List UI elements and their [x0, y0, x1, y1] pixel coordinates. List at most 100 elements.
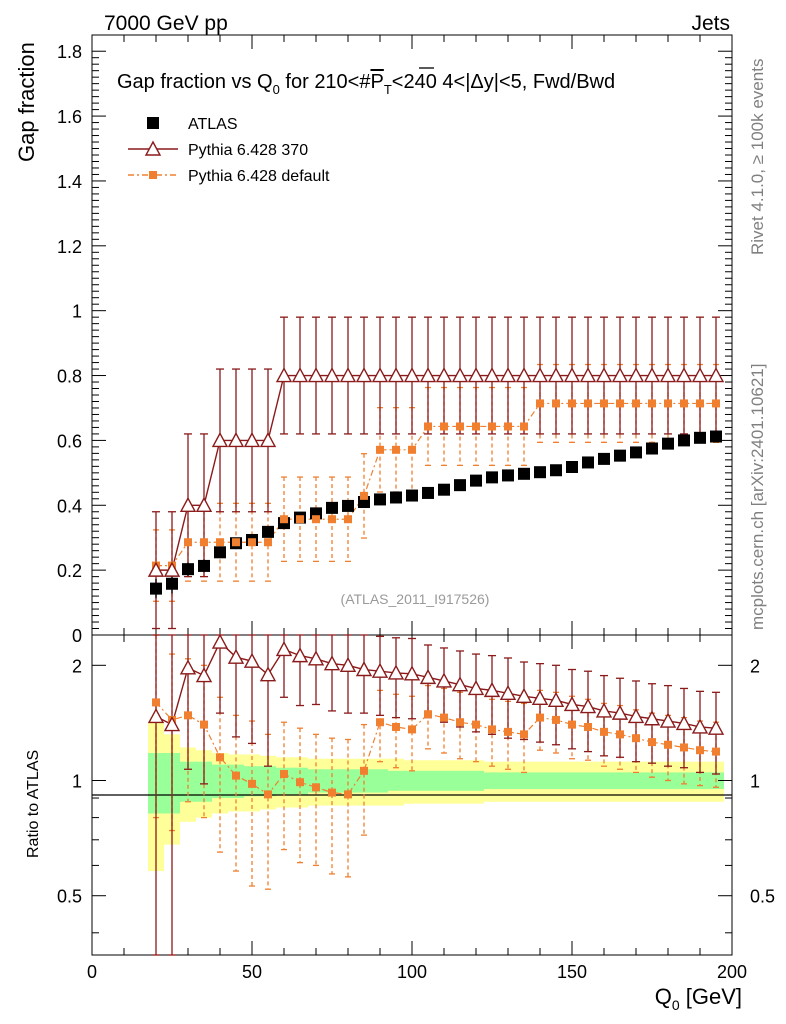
pythia-default-point	[632, 399, 640, 408]
ratio-band-inner	[628, 772, 644, 790]
ratio-pythia-default-point	[424, 710, 432, 719]
pythia-default-point	[584, 399, 592, 408]
ratio-pythia-default-point	[376, 718, 384, 727]
ratio-pythia370-point	[371, 662, 389, 678]
ratio-pythia370-point	[547, 691, 565, 708]
ratio-pythia370-point	[195, 667, 213, 683]
pythia-default-point	[600, 399, 608, 408]
ratio-band-inner	[340, 769, 356, 793]
pythia370-point	[483, 367, 501, 383]
pythia370-point	[275, 367, 293, 383]
atlas-point	[662, 437, 674, 450]
atlas-point	[518, 467, 530, 480]
y-tick-label: 0.6	[57, 431, 82, 451]
ratio-band-inner	[452, 770, 468, 791]
x-tick-label: 150	[557, 962, 587, 982]
pythia370-point	[611, 367, 629, 383]
ratio-pythia370-point	[563, 696, 581, 712]
plot-title: Gap fraction vs Q0 for 210<#PT<240 4<|Δy…	[117, 71, 615, 97]
atlas-point	[630, 446, 642, 459]
ratio-pythia-default-point	[712, 747, 720, 756]
axis-ticks	[91, 35, 733, 955]
ratio-pythia370-point	[147, 708, 165, 724]
ratio-pythia370-point	[179, 659, 197, 675]
ratio-pythia370-point	[611, 704, 629, 720]
pythia-default-point	[184, 538, 192, 547]
ratio-pythia370-point	[499, 684, 517, 700]
ratio-tick-label: 2	[72, 656, 82, 676]
ratio-band-inner	[500, 772, 516, 790]
x-tick-label: 50	[242, 962, 262, 982]
ratio-pythia-default-point	[184, 711, 192, 720]
pythia-default-point	[392, 445, 400, 454]
legend-label-atlas: ATLAS	[188, 116, 238, 133]
atlas-point	[422, 486, 434, 499]
pythia-default-point	[536, 399, 544, 408]
atlas-point	[598, 452, 610, 465]
ratio-pythia370-point	[419, 668, 437, 685]
ratio-band-inner	[516, 772, 532, 790]
pythia370-point	[291, 367, 309, 383]
pythia370-point	[163, 561, 181, 577]
atlas-point	[566, 461, 578, 473]
ratio-pythia370-point	[691, 718, 709, 734]
x-axis-label: Q0 [GeV]	[655, 984, 742, 1013]
legend-marker-pythia-default	[149, 171, 157, 179]
ratio-pythia-default-point	[648, 738, 656, 747]
atlas-point	[262, 525, 274, 538]
x-tick-label: 100	[397, 962, 427, 982]
ratio-pythia370-point	[243, 652, 261, 668]
pythia370-point	[675, 367, 693, 383]
pythia-default-point	[616, 399, 624, 408]
ratio-pythia370-point	[227, 648, 245, 664]
ratio-pythia370-point	[163, 716, 181, 732]
x-tick-label: 200	[717, 962, 747, 982]
process-label: 7000 GeV pp	[104, 12, 228, 35]
pythia-default-point	[440, 422, 448, 431]
y-axis-label: Gap fraction	[14, 42, 39, 162]
ratio-pythia-default-point	[248, 779, 256, 788]
ratio-band-inner	[420, 770, 436, 791]
ratio-pythia370-point	[403, 665, 421, 681]
ratio-y-axis-label: Ratio to ATLAS	[25, 750, 42, 858]
ratio-pythia-default-point	[440, 713, 448, 722]
ratio-tick-label-right: 0.5	[750, 887, 775, 907]
legend: ATLAS Pythia 6.428 370 Pythia 6.428 defa…	[128, 116, 330, 185]
ratio-pythia-default-point	[344, 790, 352, 799]
ratio-pythia370-point	[579, 698, 597, 714]
ratio-pythia370-point	[675, 714, 693, 731]
ratio-pythia370-point	[467, 679, 485, 696]
observable-label: Jets	[691, 12, 730, 35]
atlas-point	[438, 483, 450, 496]
pythia370-point	[579, 367, 597, 383]
atlas-point	[502, 469, 514, 482]
ratio-band-inner	[580, 772, 596, 790]
atlas-point	[614, 449, 626, 462]
atlas-point	[374, 493, 386, 506]
pythia-default-point	[504, 422, 512, 431]
ratio-pythia-default-point	[664, 740, 672, 749]
pythia370-point	[179, 496, 197, 512]
ratio-pythia-default-point	[360, 766, 368, 775]
pythia-default-point	[408, 445, 416, 454]
pythia-default-point	[248, 538, 256, 547]
ratio-pythia370-point	[387, 664, 405, 680]
pythia370-point	[243, 431, 261, 448]
atlas-point	[694, 431, 706, 444]
legend-marker-atlas	[147, 117, 159, 129]
ratio-tick-label: 1	[72, 772, 82, 792]
pythia370-point	[259, 431, 277, 448]
x-tick-label: 0	[87, 962, 97, 982]
pythia370-point	[323, 367, 341, 383]
pythia-default-point	[456, 422, 464, 431]
ratio-pythia-default-point	[616, 730, 624, 739]
y-tick-label: 1.2	[57, 237, 82, 257]
ratio-pythia-default-point	[280, 769, 288, 778]
ratio-pythia-default-point	[392, 722, 400, 731]
pythia-default-point	[280, 515, 288, 524]
atlas-point	[534, 466, 546, 479]
legend-marker-pythia370	[144, 140, 162, 156]
pythia370-point	[195, 496, 213, 512]
ratio-pythia370-point	[275, 640, 293, 657]
